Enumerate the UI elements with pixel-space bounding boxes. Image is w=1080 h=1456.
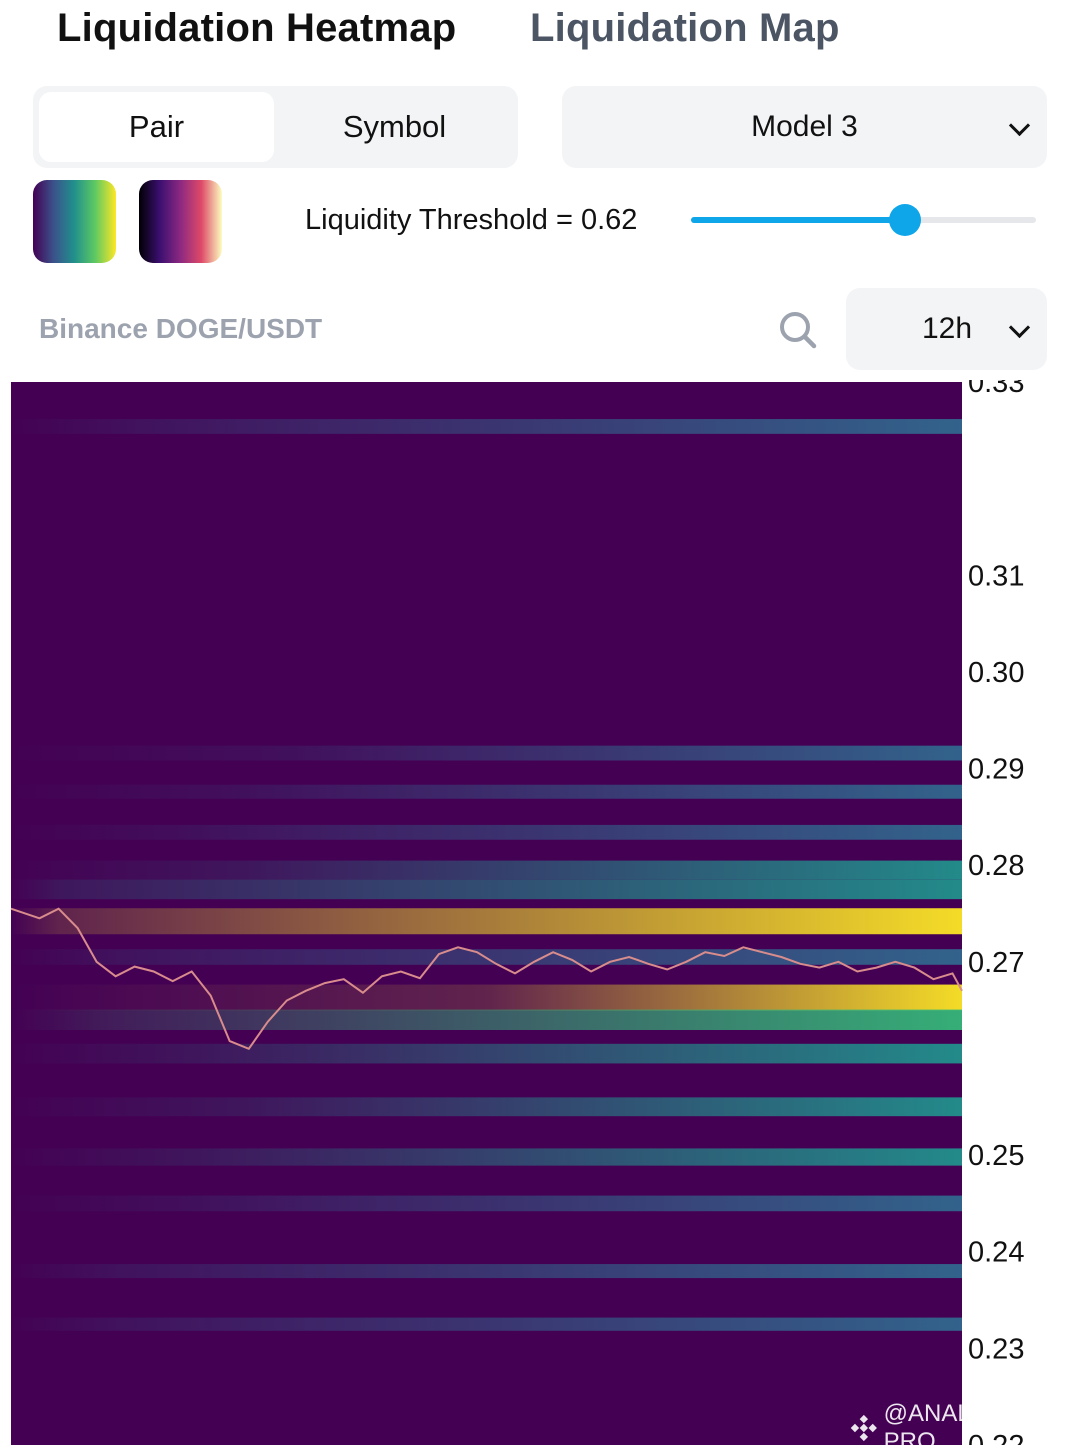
liquidity-band [11, 1043, 962, 1064]
liquidity-band [11, 745, 962, 761]
y-tick-label: 0.29 [968, 754, 1024, 786]
y-tick-label: 0.27 [968, 947, 1024, 979]
y-tick-label: 0.24 [968, 1237, 1024, 1269]
pair-option[interactable]: Pair [39, 92, 274, 162]
liquidity-band [11, 984, 962, 1011]
model-select[interactable]: Model 3 [562, 86, 1047, 168]
liquidity-band [11, 908, 962, 935]
y-tick-label: 0.28 [968, 850, 1024, 882]
slider-fill [691, 217, 905, 223]
interval-select-value: 12h [922, 312, 973, 345]
binance-logo-icon [850, 1414, 877, 1442]
pair-symbol-toggle: Pair Symbol [33, 86, 518, 168]
price-line [10, 907, 963, 1051]
tab-liquidation-heatmap[interactable]: Liquidation Heatmap [57, 6, 457, 50]
y-tick-label: 0.30 [968, 657, 1024, 689]
liquidity-band [11, 824, 962, 840]
interval-select[interactable]: 12h [846, 288, 1047, 370]
liquidity-band [11, 1148, 962, 1166]
liquidity-band [11, 784, 962, 799]
viridis-colormap-swatch[interactable] [33, 180, 116, 263]
liquidity-band [11, 1317, 962, 1331]
y-tick-label: 0.25 [968, 1140, 1024, 1172]
chevron-down-icon [1008, 316, 1031, 339]
magma-colormap-swatch[interactable] [139, 180, 222, 263]
liquidity-threshold-slider[interactable] [691, 204, 1036, 236]
liquidity-band [11, 879, 962, 900]
symbol-option[interactable]: Symbol [342, 109, 447, 144]
liquidity-threshold-label: Liquidity Threshold = 0.62 [305, 204, 638, 236]
y-tick-label: 0.31 [968, 560, 1024, 592]
watermark: @ANALYSIS PRO [850, 1400, 1080, 1456]
watermark-text: @ANALYSIS PRO [883, 1400, 1024, 1455]
liquidity-band [11, 1264, 962, 1279]
slider-handle[interactable] [888, 204, 921, 236]
search-button[interactable] [776, 308, 820, 352]
liquidity-band [11, 1097, 962, 1117]
tab-liquidation-map[interactable]: Liquidation Map [530, 6, 840, 50]
liquidation-heatmap-chart[interactable]: 0.330.310.300.290.280.270.250.240.230.22 [0, 367, 1080, 1456]
liquidity-band [11, 1009, 962, 1030]
liquidity-band [11, 860, 962, 880]
y-tick-label: 0.23 [968, 1333, 1024, 1365]
search-icon [780, 312, 817, 349]
chevron-down-icon [1008, 114, 1031, 137]
heatmap-svg: 0.330.310.300.290.280.270.250.240.230.22 [10, 367, 1024, 1456]
liquidity-band [11, 419, 962, 434]
y-tick-label: 0.33 [968, 380, 1024, 399]
model-select-value: Model 3 [751, 110, 858, 143]
exchange-pair-label: Binance DOGE/USDT [39, 313, 323, 344]
liquidity-band [11, 1195, 962, 1212]
